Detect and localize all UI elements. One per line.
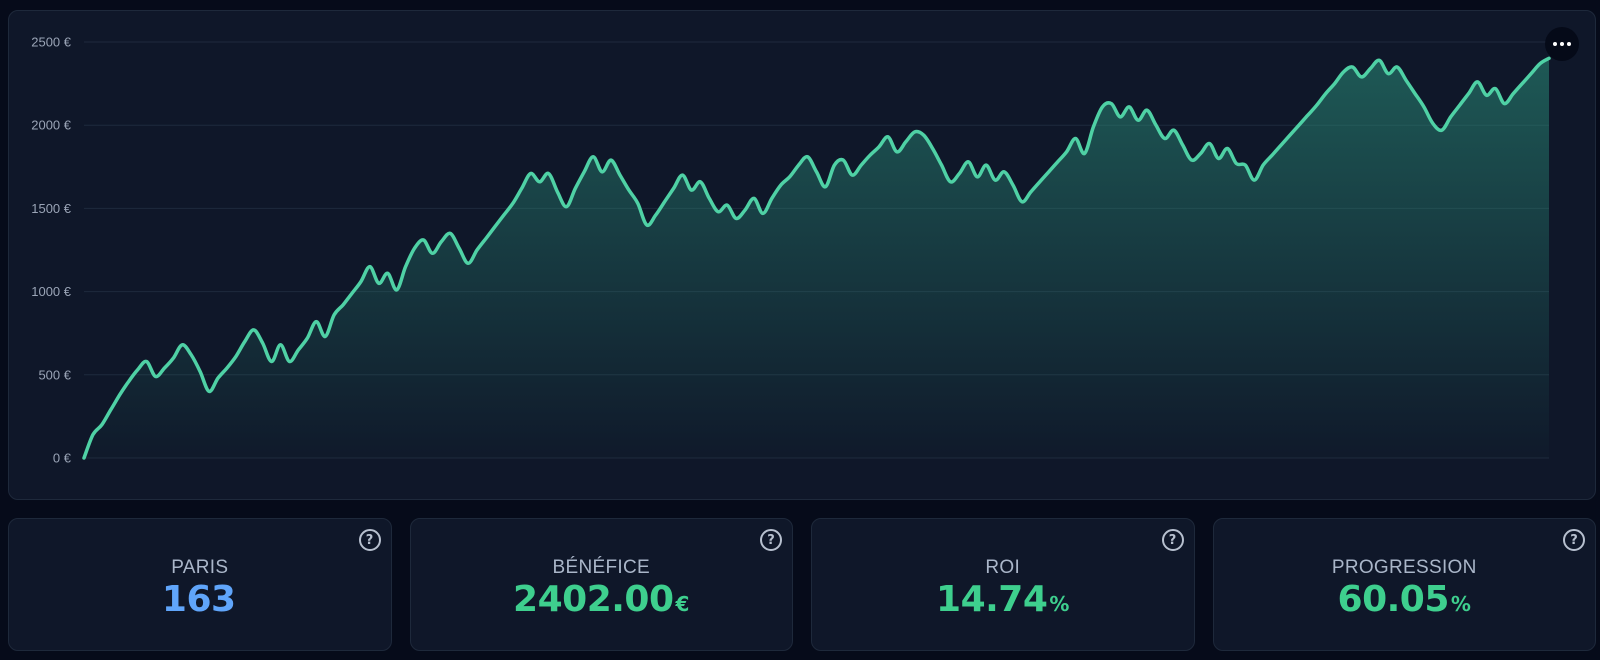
profit-area bbox=[84, 58, 1549, 459]
stat-value-roi-wrap: 14.74% bbox=[936, 579, 1069, 620]
y-axis: 0 € 500 € 1000 € 1500 € 2000 € 2500 € bbox=[31, 35, 72, 466]
stat-unit-benefice: € bbox=[675, 592, 690, 616]
help-circle-icon[interactable]: ? bbox=[760, 529, 782, 551]
more-horizontal-icon bbox=[1553, 42, 1557, 46]
profit-chart: 0 € 500 € 1000 € 1500 € 2000 € 2500 € bbox=[31, 35, 1551, 466]
stat-unit-roi: % bbox=[1049, 592, 1070, 616]
more-dot bbox=[1560, 42, 1564, 46]
y-tick-label: 0 € bbox=[53, 451, 72, 466]
help-circle-icon[interactable]: ? bbox=[358, 529, 381, 551]
stat-value-benefice-wrap: 2402.00 € bbox=[513, 579, 689, 620]
stat-label-roi: ROI bbox=[985, 557, 1021, 578]
stat-card-benefice: ? BÉNÉFICE 2402.00 € bbox=[409, 518, 793, 651]
stat-value-progression: 60.05 bbox=[1337, 579, 1450, 620]
chart-menu-button[interactable] bbox=[1545, 27, 1579, 61]
stat-value-roi: 14.74 bbox=[936, 579, 1048, 620]
stat-value-paris-wrap: 163 bbox=[162, 579, 238, 620]
y-tick-label: 500 € bbox=[38, 367, 71, 382]
help-circle-icon[interactable]: ? bbox=[1563, 529, 1585, 551]
stat-card-roi: ? ROI 14.74% bbox=[811, 518, 1195, 651]
stat-unit-progression: % bbox=[1450, 592, 1471, 616]
help-circle-icon[interactable]: ? bbox=[1161, 529, 1184, 551]
profit-line bbox=[82, 56, 1551, 460]
profit-chart-card: 0 € 500 € 1000 € 1500 € 2000 € 2500 € bbox=[8, 10, 1596, 500]
stat-value-paris: 163 bbox=[161, 579, 236, 620]
stat-label-progression: PROGRESSION bbox=[1331, 557, 1477, 578]
y-tick-label: 1500 € bbox=[31, 201, 72, 216]
stat-value-benefice: 2402.00 bbox=[513, 579, 674, 620]
stat-card-paris: ? PARIS 163 bbox=[8, 518, 392, 651]
stats-row: ? PARIS 163 ? BÉNÉFICE 2402.00 € ? ROI 14… bbox=[8, 518, 1596, 651]
stat-card-progression: ? PROGRESSION 60.05% bbox=[1212, 518, 1596, 651]
stat-label-benefice: BÉNÉFICE bbox=[552, 557, 650, 578]
y-tick-label: 2000 € bbox=[31, 118, 72, 133]
y-tick-label: 1000 € bbox=[31, 284, 72, 299]
stat-label-paris: PARIS bbox=[171, 557, 229, 578]
more-dot bbox=[1567, 42, 1571, 46]
y-tick-label: 2500 € bbox=[31, 35, 72, 50]
stat-value-progression-wrap: 60.05% bbox=[1338, 579, 1471, 620]
